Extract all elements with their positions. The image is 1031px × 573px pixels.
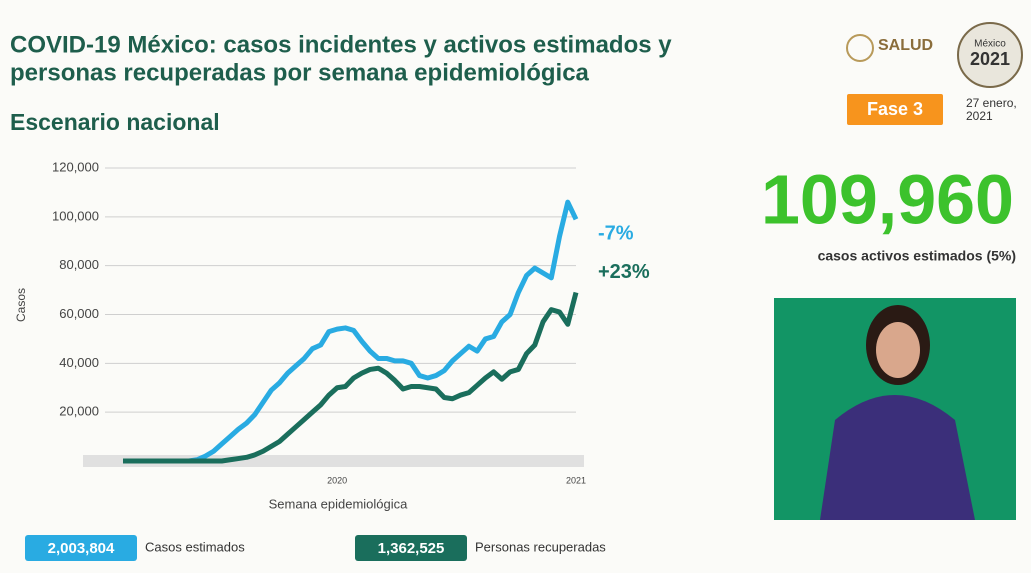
series-annotation: -7% <box>598 223 634 245</box>
logo-seal <box>846 34 874 62</box>
x-tick-label: 2020 <box>327 475 347 485</box>
chart: 20,000 40,000 60,000 80,000 100,000 120,000 Ca… <box>14 159 650 561</box>
phase-badge <box>847 94 943 125</box>
interpreter-video <box>774 298 1016 520</box>
emblem-text: México <box>974 39 1006 50</box>
x-axis-label: Semana epidemiológica <box>269 496 409 511</box>
y-tick-label: 40,000 <box>59 355 99 370</box>
figure-face <box>876 322 920 378</box>
subtitle: Escenario nacional <box>10 109 220 135</box>
y-axis-label: Casos <box>14 288 28 322</box>
title: personas recuperadas por semana epidemio… <box>10 59 590 86</box>
legend-total: 1,362,525 <box>378 540 445 557</box>
y-tick-label: 20,000 <box>59 404 99 419</box>
emblem <box>957 22 1023 88</box>
stat-value: 109,960 <box>761 160 1014 238</box>
date: 2021 <box>966 109 993 123</box>
phase-text: Fase 3 <box>867 99 923 119</box>
logo-text: SALUD <box>878 37 933 54</box>
date: 27 enero, <box>966 96 1017 110</box>
legend-swatch <box>355 535 467 561</box>
legend-swatch <box>25 535 137 561</box>
y-tick-label: 120,000 <box>52 159 99 174</box>
y-tick-label: 80,000 <box>59 257 99 272</box>
y-tick-label: 60,000 <box>59 306 99 321</box>
y-tick-label: 100,000 <box>52 208 99 223</box>
x-tick-label: 2021 <box>566 475 586 485</box>
title: COVID-19 México: casos incidentes y acti… <box>10 31 672 58</box>
stat-label: casos activos estimados (5%) <box>818 248 1016 264</box>
legend-label: Personas recuperadas <box>475 539 606 554</box>
legend-total: 2,003,804 <box>48 540 115 557</box>
emblem-year: 2021 <box>970 49 1010 69</box>
series-annotation: +23% <box>598 261 650 283</box>
series-line <box>123 291 579 464</box>
x-axis-band <box>83 455 584 467</box>
legend-label: Casos estimados <box>145 539 245 554</box>
figure-body <box>820 395 975 520</box>
